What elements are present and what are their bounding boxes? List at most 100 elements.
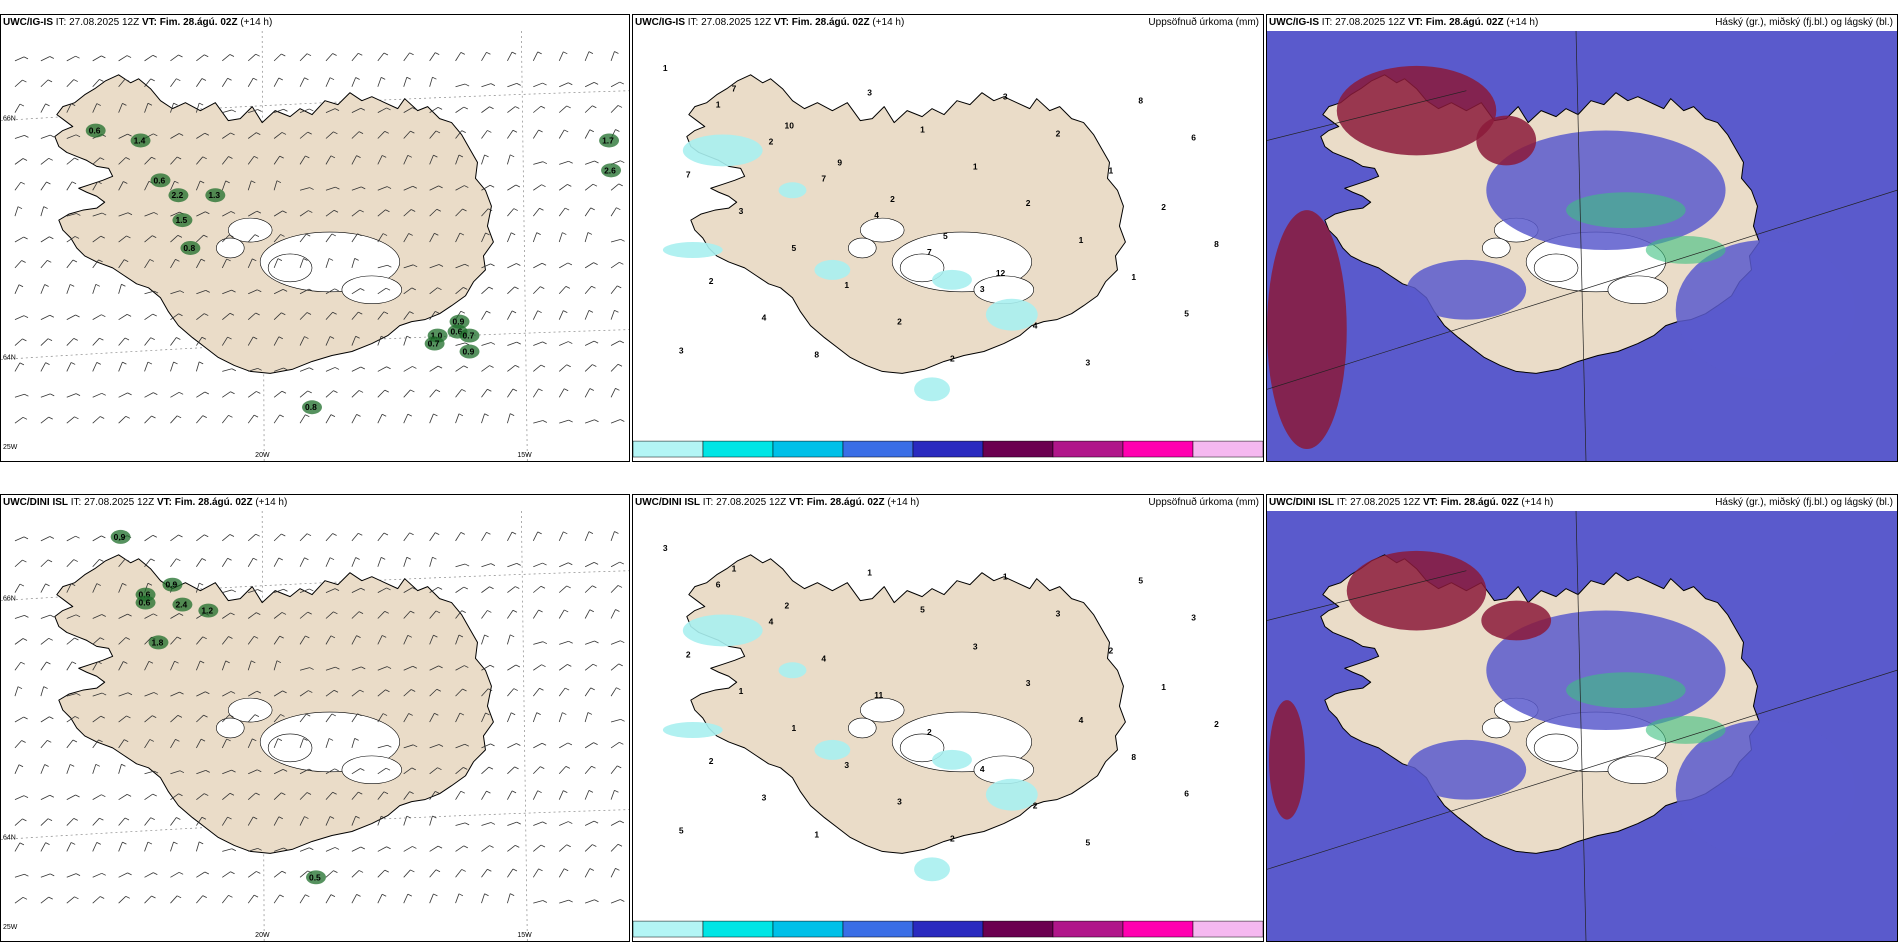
wind-barb-flag bbox=[619, 261, 624, 265]
wind-barb bbox=[170, 715, 179, 723]
wind-barb bbox=[559, 82, 569, 88]
wind-barb bbox=[507, 82, 517, 88]
wind-barb-flag bbox=[205, 691, 210, 695]
wind-barb bbox=[507, 154, 511, 165]
wind-barb bbox=[273, 714, 281, 723]
wind-barb-flag bbox=[515, 586, 520, 589]
wind-barb bbox=[118, 896, 127, 904]
wind-barb bbox=[273, 336, 280, 346]
colorbar-swatch bbox=[982, 920, 1054, 938]
wind-barb bbox=[196, 211, 206, 217]
wind-barb-flag bbox=[178, 313, 183, 317]
wind-barb bbox=[403, 287, 413, 295]
wind-barb-flag bbox=[148, 660, 154, 664]
wind-barb-flag bbox=[540, 105, 546, 109]
wind-barb bbox=[66, 236, 76, 243]
wind-barb bbox=[273, 210, 283, 217]
wind-barb bbox=[403, 130, 411, 139]
precip-blob bbox=[172, 597, 193, 612]
wind-barb bbox=[507, 531, 513, 542]
wind-barb-flag bbox=[123, 661, 128, 664]
precip-amount-label: 4 bbox=[980, 764, 985, 774]
wind-barb-flag bbox=[384, 869, 389, 873]
wind-barb bbox=[273, 690, 283, 697]
wind-barb bbox=[429, 52, 436, 62]
wind-barb bbox=[403, 846, 413, 852]
wind-barb-flag bbox=[23, 536, 29, 540]
wind-barb-flag bbox=[124, 558, 130, 562]
wind-barb-flag bbox=[253, 336, 258, 340]
wind-barb bbox=[455, 688, 463, 697]
wind-barb bbox=[247, 894, 255, 904]
wind-barb bbox=[170, 613, 180, 619]
wind-barb bbox=[40, 338, 49, 346]
wind-barb bbox=[170, 558, 177, 567]
wind-barb-flag bbox=[96, 103, 101, 106]
wind-barb bbox=[610, 105, 619, 113]
wind-barb-flag bbox=[412, 366, 417, 369]
wind-barb bbox=[66, 393, 77, 398]
wind-barb bbox=[455, 767, 464, 775]
wind-barb-flag bbox=[463, 586, 468, 590]
wind-barb-flag bbox=[383, 791, 389, 795]
wind-barb bbox=[403, 209, 412, 217]
wind-barb bbox=[455, 845, 465, 852]
wind-barb-flag bbox=[563, 531, 568, 535]
precip-value-label: 2.2 bbox=[171, 190, 183, 200]
wind-barb-flag bbox=[230, 691, 236, 694]
wind-barb-flag bbox=[510, 634, 515, 638]
wind-barb bbox=[170, 156, 178, 165]
wind-barb-flag bbox=[276, 660, 282, 664]
wind-barb-flag bbox=[383, 532, 389, 536]
wind-barb bbox=[429, 130, 437, 139]
wind-barb bbox=[14, 638, 24, 645]
wind-barb bbox=[247, 636, 255, 645]
wind-barb-flag bbox=[101, 535, 106, 539]
wind-barb bbox=[325, 611, 334, 619]
wind-barb-flag bbox=[412, 587, 417, 590]
wind-barb-flag bbox=[176, 895, 182, 899]
wind-barb-flag bbox=[490, 342, 496, 345]
wind-barb bbox=[377, 131, 386, 139]
wind-barb-flag bbox=[152, 715, 157, 718]
wind-barb bbox=[170, 133, 180, 139]
wind-barb bbox=[403, 767, 413, 775]
wind-barb bbox=[351, 77, 357, 87]
wind-barb-flag bbox=[257, 847, 262, 851]
wind-barb-flag bbox=[153, 290, 159, 294]
wind-barb bbox=[481, 868, 488, 878]
wind-barb bbox=[403, 744, 414, 749]
precip-amount-label: 9 bbox=[837, 157, 842, 167]
wind-barb-flag bbox=[410, 130, 415, 134]
wind-barb-flag bbox=[411, 209, 416, 212]
axis-label: 20W bbox=[255, 932, 270, 939]
wind-barb-flag bbox=[590, 207, 595, 211]
precip-amount-label: 4 bbox=[821, 653, 826, 663]
wind-barb-flag bbox=[282, 690, 287, 694]
wind-barb-flag bbox=[486, 51, 491, 55]
cloud-map bbox=[1267, 31, 1897, 461]
wind-barb-flag bbox=[591, 765, 596, 769]
wind-barb-flag bbox=[231, 589, 237, 593]
wind-barb-flag bbox=[100, 715, 105, 719]
precip-amount-label: 6 bbox=[1184, 789, 1189, 799]
wind-barb-flag bbox=[122, 103, 127, 106]
wind-barb-flag bbox=[123, 181, 128, 184]
wind-barb-flag bbox=[620, 640, 625, 644]
wind-barb bbox=[403, 532, 410, 542]
wind-barb-flag bbox=[125, 637, 130, 640]
wind-barb bbox=[558, 844, 567, 852]
wind-barb bbox=[299, 667, 310, 671]
wind-barb bbox=[481, 743, 491, 749]
wind-barb-flag bbox=[229, 234, 234, 238]
wind-barb-flag bbox=[22, 338, 27, 342]
wind-barb-flag bbox=[204, 793, 209, 796]
wind-barb bbox=[325, 713, 333, 723]
wind-barb bbox=[248, 769, 258, 775]
wind-barb-flag bbox=[589, 868, 594, 871]
wind-barb-flag bbox=[510, 712, 516, 716]
wind-barb bbox=[221, 78, 228, 87]
wind-barb bbox=[14, 716, 24, 723]
wind-barb-flag bbox=[173, 361, 178, 365]
wind-barb bbox=[66, 103, 72, 113]
